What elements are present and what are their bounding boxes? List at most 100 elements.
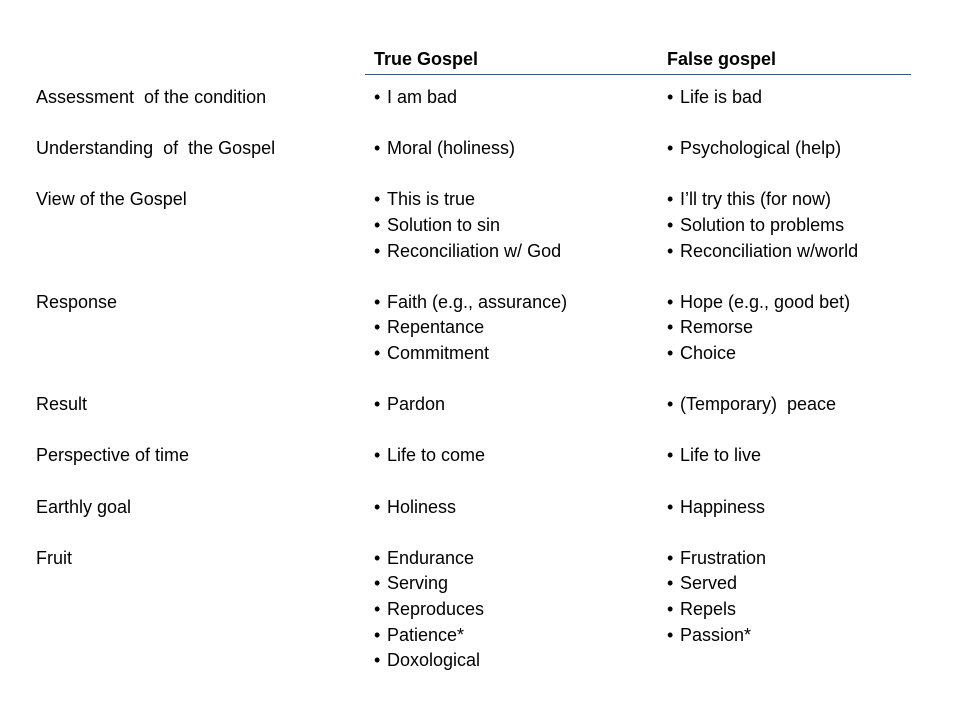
true-gospel-item: • Holiness <box>374 496 456 518</box>
row-label: Earthly goal <box>36 496 132 517</box>
bullet-icon: • <box>374 240 381 261</box>
item-text: Reproduces <box>387 599 485 619</box>
true-gospel-item: • Serving <box>374 572 448 594</box>
bullet-icon: • <box>667 573 674 594</box>
item-text: Doxological <box>387 650 481 671</box>
bullet-icon: • <box>374 547 381 568</box>
item-text: Served <box>680 573 738 594</box>
bullet-icon: • <box>374 215 381 235</box>
bullet-icon: • <box>374 317 381 338</box>
bullet-icon: • <box>374 343 381 363</box>
true-gospel-item: • Commitment <box>374 342 489 364</box>
row-label: Fruit <box>36 547 72 568</box>
bullet-icon: • <box>667 496 674 517</box>
bullet-icon: • <box>667 317 674 338</box>
true-gospel-item: • Faith (e.g., assurance) <box>374 291 567 313</box>
item-text: (Temporary) peace <box>680 394 837 415</box>
item-text: Solution to problems <box>680 215 845 235</box>
bullet-icon: • <box>374 87 381 107</box>
true-gospel-item: • This is true <box>374 188 475 210</box>
false-gospel-item: • Solution to problems <box>667 214 844 236</box>
bullet-icon: • <box>374 291 381 312</box>
false-gospel-item: • Reconciliation w/world <box>667 240 858 262</box>
item-text: Psychological (help) <box>680 138 842 159</box>
item-text: Repels <box>680 599 737 619</box>
bullet-icon: • <box>667 189 674 210</box>
false-gospel-item: • Frustration <box>667 547 766 569</box>
true-gospel-item: • Doxological <box>374 649 480 671</box>
item-text: Frustration <box>680 547 767 568</box>
item-text: Solution to sin <box>387 215 501 235</box>
true-gospel-item: • Repentance <box>374 316 484 338</box>
bullet-icon: • <box>667 240 674 261</box>
bullet-icon: • <box>374 496 381 517</box>
item-text: Commitment <box>387 343 490 363</box>
item-text: Pardon <box>387 394 446 415</box>
true-gospel-item: • Moral (holiness) <box>374 137 515 159</box>
true-gospel-item: • Solution to sin <box>374 214 500 236</box>
bullet-icon: • <box>374 599 381 619</box>
row-label: Perspective of time <box>36 445 190 466</box>
bullet-icon: • <box>667 291 674 312</box>
item-text: Reconciliation w/world <box>680 240 859 261</box>
false-gospel-header: False gospel <box>667 49 777 69</box>
row-label: Understanding of the Gospel <box>36 138 276 159</box>
item-text: I’ll try this (for now) <box>680 189 832 210</box>
false-gospel-item: • Passion* <box>667 624 751 646</box>
bullet-icon: • <box>667 138 674 159</box>
false-gospel-item: • Life is bad <box>667 86 762 108</box>
true-gospel-item: • Reproduces <box>374 598 484 620</box>
item-text: Moral (holiness) <box>387 138 516 159</box>
false-gospel-item: • Hope (e.g., good bet) <box>667 291 850 313</box>
item-text: Hope (e.g., good bet) <box>680 291 851 312</box>
bullet-icon: • <box>667 215 674 235</box>
item-text: Life to live <box>680 445 762 466</box>
item-text: Reconciliation w/ God <box>387 240 562 261</box>
false-gospel-item: • Served <box>667 572 737 594</box>
item-text: Happiness <box>680 496 766 517</box>
true-gospel-header: True Gospel <box>374 49 479 69</box>
true-gospel-item: • Patience* <box>374 624 464 646</box>
bullet-icon: • <box>667 343 674 363</box>
bullet-icon: • <box>374 138 381 159</box>
true-gospel-item: • Life to come <box>374 444 485 466</box>
true-gospel-item: • Pardon <box>374 393 445 415</box>
bullet-icon: • <box>374 189 381 210</box>
item-text: Life is bad <box>680 87 763 107</box>
item-text: Choice <box>680 343 737 363</box>
item-text: Endurance <box>387 547 475 568</box>
item-text: Holiness <box>387 496 457 517</box>
item-text: Repentance <box>387 317 485 338</box>
bullet-icon: • <box>667 87 674 107</box>
item-text: Faith (e.g., assurance) <box>387 291 568 312</box>
bullet-icon: • <box>374 394 381 415</box>
item-text: Patience* <box>387 624 465 645</box>
row-label: Response <box>36 291 118 312</box>
false-gospel-item: • Remorse <box>667 316 753 338</box>
true-gospel-item: • I am bad <box>374 86 457 108</box>
false-gospel-item: • Happiness <box>667 496 765 518</box>
bullet-icon: • <box>374 650 381 671</box>
row-label: Assessment of the condition <box>36 87 267 107</box>
bullet-icon: • <box>374 573 381 594</box>
false-gospel-item: • Psychological (help) <box>667 137 841 159</box>
true-gospel-item: • Endurance <box>374 547 474 569</box>
false-gospel-item: • Choice <box>667 342 736 364</box>
item-text: Passion* <box>680 624 752 645</box>
bullet-icon: • <box>667 547 674 568</box>
bullet-icon: • <box>667 599 674 619</box>
item-text: I am bad <box>387 87 458 107</box>
row-label: View of the Gospel <box>36 189 187 210</box>
false-gospel-item: • (Temporary) peace <box>667 393 836 415</box>
false-gospel-item: • Life to live <box>667 444 761 466</box>
row-label: Result <box>36 394 88 415</box>
item-text: This is true <box>387 189 476 210</box>
header-divider <box>365 74 911 75</box>
false-gospel-item: • Repels <box>667 598 736 620</box>
false-gospel-item: • I’ll try this (for now) <box>667 188 831 210</box>
bullet-icon: • <box>374 445 381 466</box>
item-text: Serving <box>387 573 449 594</box>
bullet-icon: • <box>667 445 674 466</box>
bullet-icon: • <box>374 624 381 645</box>
true-gospel-item: • Reconciliation w/ God <box>374 240 561 262</box>
